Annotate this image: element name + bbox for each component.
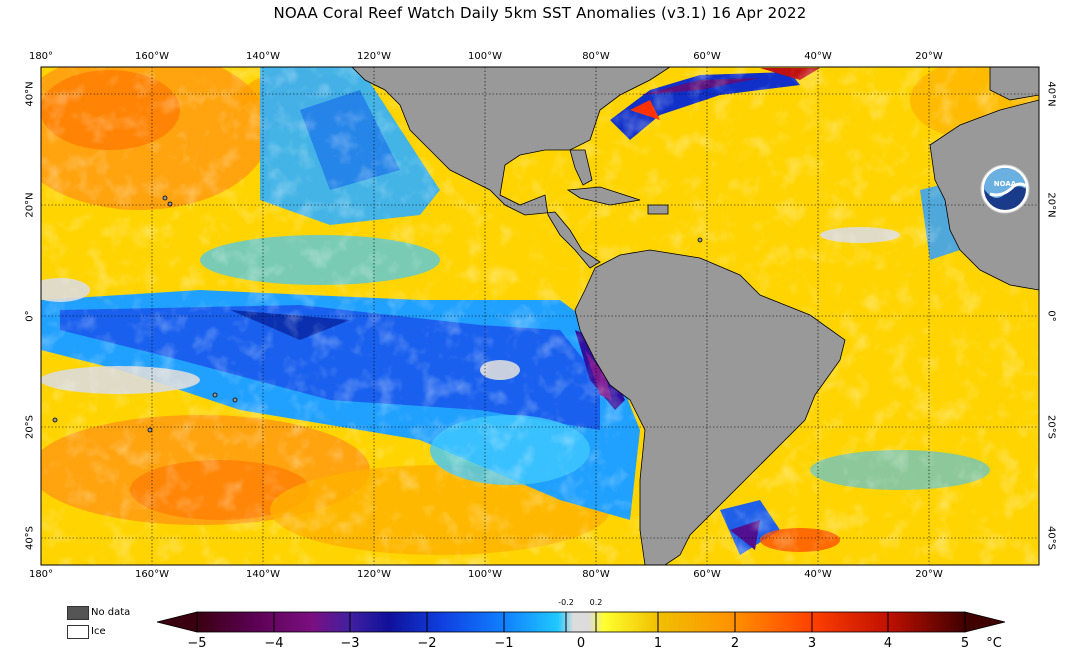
lat-label-left: 20°N (24, 192, 36, 218)
colorbar-gradient (196, 611, 966, 633)
svg-text:NOAA: NOAA (994, 180, 1017, 188)
ice-label: Ice (91, 626, 106, 637)
colorbar-tick-label: −4 (264, 636, 284, 651)
colorbar-tick-label: 0 (576, 636, 586, 651)
ice-swatch (67, 625, 89, 639)
colorbar-tick-label: −5 (187, 636, 207, 651)
lon-label-top: 180° (28, 51, 54, 62)
lon-label-bottom: 40°W (804, 569, 832, 580)
nodata-label: No data (91, 607, 131, 618)
lat-label-right: 40°S (1045, 525, 1057, 551)
noaa-logo: NOAA (980, 164, 1030, 214)
lon-label-bottom: 140°W (246, 569, 280, 580)
lat-label-left: 20°S (24, 414, 36, 440)
lon-label-top: 60°W (693, 51, 721, 62)
colorbar-high-extend (964, 611, 1006, 633)
colorbar-tick-label: −2 (417, 636, 437, 651)
lat-label-left: 0° (24, 310, 36, 322)
lon-label-bottom: 100°W (468, 569, 502, 580)
graticule (41, 67, 1039, 565)
lon-label-bottom: 60°W (693, 569, 721, 580)
colorbar-tick-label: −3 (340, 636, 360, 651)
colorbar (156, 611, 1006, 633)
lon-label-top: 160°W (135, 51, 169, 62)
colorbar-small-label: 0.2 (589, 598, 603, 607)
colorbar-low-extend (156, 611, 198, 633)
colorbar-tick-label: 1 (653, 636, 663, 651)
lat-label-right: 20°N (1045, 192, 1057, 218)
colorbar-tick-label: 4 (883, 636, 893, 651)
lat-label-right: 40°N (1045, 81, 1057, 107)
lon-label-top: 140°W (246, 51, 280, 62)
lat-label-left: 40°N (24, 81, 36, 107)
lat-label-right: 0° (1045, 310, 1057, 322)
colorbar-tick-label: 3 (807, 636, 817, 651)
colorbar-unit: °C (986, 636, 1002, 651)
lon-label-top: 80°W (582, 51, 610, 62)
lon-label-top: 40°W (804, 51, 832, 62)
colorbar-tick-label: 5 (960, 636, 970, 651)
map-field (41, 67, 1039, 565)
map-title: NOAA Coral Reef Watch Daily 5km SST Anom… (273, 4, 807, 22)
lon-label-bottom: 180° (28, 569, 54, 580)
map-frame (40, 66, 1040, 566)
lon-label-bottom: 20°W (915, 569, 943, 580)
colorbar-small-label: -0.2 (558, 598, 574, 607)
colorbar-tick-label: −1 (494, 636, 514, 651)
lon-label-bottom: 80°W (582, 569, 610, 580)
lon-label-bottom: 160°W (135, 569, 169, 580)
colorbar-ticks (196, 612, 966, 632)
nodata-swatch (67, 606, 89, 620)
lon-label-top: 20°W (915, 51, 943, 62)
lon-label-top: 120°W (357, 51, 391, 62)
lon-label-bottom: 120°W (357, 569, 391, 580)
lon-label-top: 100°W (468, 51, 502, 62)
lat-label-right: 20°S (1045, 414, 1057, 440)
lat-label-left: 40°S (24, 525, 36, 551)
colorbar-tick-label: 2 (730, 636, 740, 651)
